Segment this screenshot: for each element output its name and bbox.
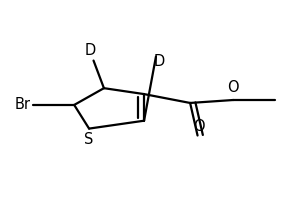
Text: Br: Br — [15, 97, 31, 112]
Text: O: O — [193, 119, 205, 134]
Text: O: O — [227, 80, 239, 95]
Text: D: D — [153, 54, 164, 69]
Text: S: S — [84, 132, 94, 147]
Text: D: D — [85, 43, 96, 58]
